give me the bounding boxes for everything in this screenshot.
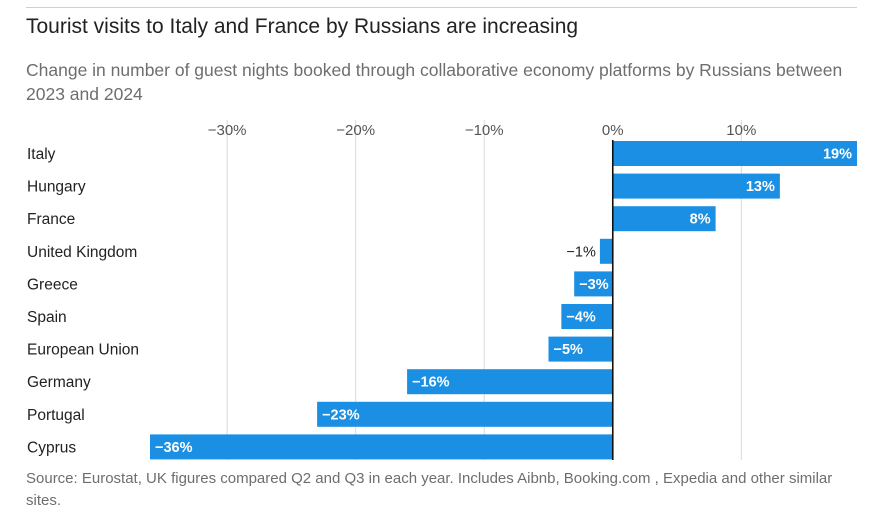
source-note: Source: Eurostat, UK figures compared Q2… <box>26 470 833 509</box>
category-label: Spain <box>27 309 67 326</box>
data-label: −5% <box>553 342 583 358</box>
data-label: −36% <box>155 440 193 456</box>
x-tick-label: 10% <box>726 122 756 139</box>
chart-subtitle: Change in number of guest nights booked … <box>26 60 843 104</box>
data-label: 8% <box>690 212 711 228</box>
data-label: −3% <box>579 277 609 293</box>
bar-italy <box>612 141 857 166</box>
bar-hungary <box>612 173 780 199</box>
bar-portugal <box>317 401 613 427</box>
top-rule <box>26 7 857 8</box>
bar-france <box>612 206 716 232</box>
x-tick-label: 0% <box>602 122 624 139</box>
chart-title: Tourist visits to Italy and France by Ru… <box>26 15 579 38</box>
bar-chart: −30% −20% −10% 0% 10% Italy 19% Hungary 13% Franc… <box>27 120 857 460</box>
category-label: Hungary <box>27 179 86 196</box>
bar-greece <box>574 271 613 297</box>
bar-cyprus <box>150 434 613 460</box>
category-label: Italy <box>27 146 56 163</box>
data-label: −16% <box>412 375 450 391</box>
category-label: United Kingdom <box>27 244 137 261</box>
category-label: Portugal <box>27 407 85 424</box>
data-label: 13% <box>746 179 775 195</box>
data-label: 19% <box>823 147 852 163</box>
data-label: −23% <box>322 407 360 423</box>
data-label: −1% <box>566 244 596 260</box>
bar-spain <box>561 304 613 329</box>
category-label: Cyprus <box>27 439 76 456</box>
x-tick-label: −30% <box>208 122 247 139</box>
category-label: European Union <box>27 342 139 359</box>
category-label: France <box>27 211 75 228</box>
x-tick-label: −10% <box>465 122 504 139</box>
bar-germany <box>407 369 613 395</box>
bar-united-kingdom <box>599 238 613 264</box>
category-label: Germany <box>27 374 91 391</box>
category-label: Greece <box>27 276 78 293</box>
data-label: −4% <box>566 310 596 326</box>
bar-european-union <box>548 336 613 362</box>
x-tick-label: −20% <box>336 122 375 139</box>
